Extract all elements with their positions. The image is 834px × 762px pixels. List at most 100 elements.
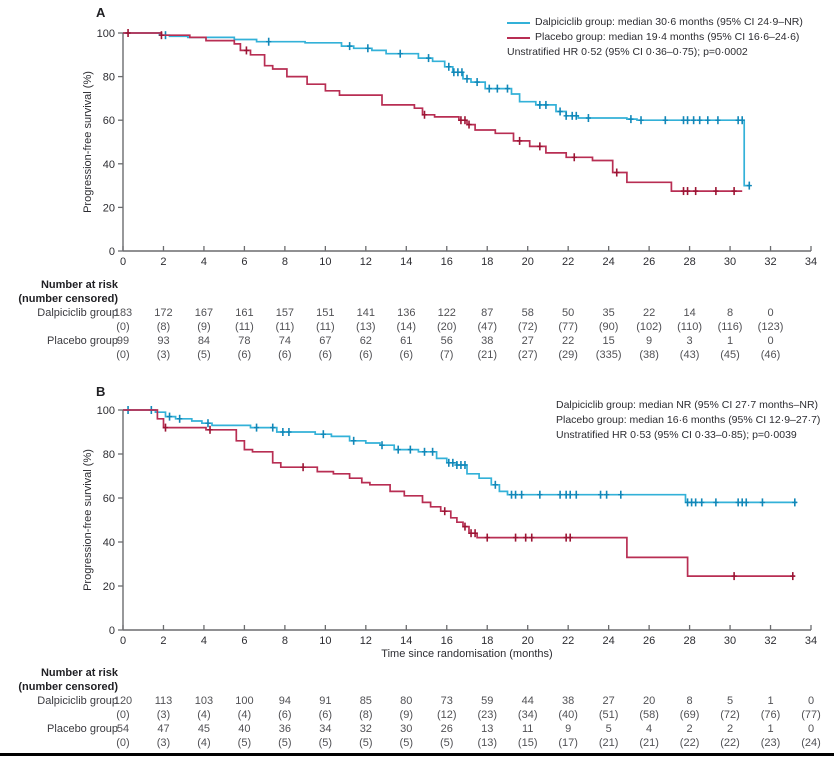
risk-cell: 40: [238, 723, 251, 735]
y-tick-label: 100: [97, 405, 115, 417]
risk-cell: 4: [646, 723, 653, 735]
risk-cell: (102): [636, 321, 662, 333]
legend-swatch: [507, 36, 530, 39]
risk-table-header: (number censored): [0, 681, 834, 694]
risk-cell: (116): [717, 321, 743, 333]
risk-cell: 62: [359, 335, 372, 347]
x-tick-label: 14: [400, 256, 412, 268]
risk-cell: (45): [720, 349, 740, 361]
legend-text: Dalpiciclib group: median 30·6 months (9…: [535, 16, 803, 28]
risk-cell: (23): [760, 737, 781, 749]
risk-cell: (5): [197, 349, 211, 361]
x-tick-label: 28: [683, 635, 695, 647]
y-tick-label: 60: [103, 115, 115, 127]
risk-cell: (3): [156, 709, 171, 721]
x-tick-label: 10: [319, 635, 331, 647]
risk-row-label: (number censored): [18, 681, 118, 693]
x-tick-label: 26: [643, 256, 655, 268]
risk-cell: (6): [318, 349, 333, 361]
x-tick-label: 0: [120, 256, 126, 268]
risk-cell: 172: [154, 307, 173, 319]
risk-cell: (5): [440, 737, 454, 749]
risk-cell: (38): [639, 349, 659, 361]
x-tick-label: 4: [201, 635, 207, 647]
x-tick-label: 32: [764, 635, 776, 647]
risk-cell: (0): [116, 321, 130, 333]
risk-cell: 0: [807, 695, 815, 707]
risk-cell: 157: [275, 307, 295, 319]
risk-cell: (27): [517, 349, 538, 361]
risk-cell: 5: [605, 723, 612, 735]
x-tick-label: 2: [160, 635, 166, 647]
x-tick-label: 10: [319, 256, 331, 268]
risk-cell: 73: [440, 695, 453, 707]
panel-a-legend: Dalpiciclib group: median 30·6 months (9…: [507, 15, 803, 60]
y-tick-label: 20: [103, 581, 115, 593]
legend-text: Placebo group: median 19·4 months (95% C…: [535, 31, 800, 43]
risk-cell: 84: [197, 335, 211, 347]
risk-cell: (3): [156, 737, 171, 749]
risk-table-row: Dalpiciclib group 183 172 167 161 157 151 141 13…: [0, 307, 834, 320]
risk-cell: 167: [194, 307, 214, 319]
risk-cell: 45: [197, 723, 211, 735]
x-tick-label: 18: [481, 256, 493, 268]
x-tick-label: 6: [241, 256, 247, 268]
risk-cell: 1: [767, 695, 774, 707]
legend-text: Unstratified HR 0·53 (95% CI 0·33–0·85);…: [556, 429, 797, 441]
risk-cell: (0): [116, 737, 130, 749]
y-tick-label: 80: [103, 72, 115, 84]
risk-cell: 5: [726, 695, 734, 707]
y-tick-label: 80: [103, 449, 115, 461]
risk-cell: (11): [275, 321, 295, 333]
x-tick-label: 24: [603, 635, 615, 647]
x-tick-label: 28: [683, 256, 695, 268]
y-tick-label: 60: [103, 493, 115, 505]
risk-cell: 22: [562, 335, 575, 347]
y-tick-label: 40: [103, 537, 115, 549]
risk-cell: 26: [440, 723, 453, 735]
x-tick-label: 16: [441, 635, 453, 647]
x-tick-label: 16: [441, 256, 453, 268]
risk-cell: (13): [356, 321, 376, 333]
risk-cell: 0: [807, 723, 815, 735]
x-tick-label: 12: [360, 635, 372, 647]
x-tick-label: 20: [522, 635, 534, 647]
risk-cell: (5): [399, 737, 414, 749]
risk-cell: (72): [517, 321, 538, 333]
risk-cell: 38: [562, 695, 575, 707]
risk-cell: (21): [598, 737, 619, 749]
risk-cell: 99: [116, 335, 130, 347]
risk-cell: (5): [237, 737, 252, 749]
risk-cell: 94: [278, 695, 291, 707]
risk-cell: 54: [116, 723, 130, 735]
risk-cell: 59: [481, 695, 494, 707]
x-tick-label: 14: [400, 635, 412, 647]
risk-cell: (6): [399, 349, 414, 361]
x-tick-label: 26: [643, 635, 655, 647]
x-tick-label: 18: [481, 635, 493, 647]
risk-cell: 136: [397, 307, 416, 319]
risk-cell: (13): [477, 737, 498, 749]
risk-cell: (58): [639, 709, 659, 721]
risk-cell: 11: [521, 723, 534, 735]
risk-cell: 9: [646, 335, 653, 347]
risk-cell: 87: [481, 307, 494, 319]
risk-cell: 0: [767, 307, 774, 319]
risk-row-label: Number at risk: [40, 667, 118, 679]
legend-text: Dalpiciclib group: median NR (95% CI 27·…: [556, 399, 819, 411]
risk-cell: (90): [598, 321, 619, 333]
risk-cell: 36: [278, 723, 291, 735]
risk-table-header: (number censored): [0, 293, 834, 306]
risk-cell: 9: [565, 723, 572, 735]
legend-entry: Placebo group: median 16·6 months (95% C…: [556, 413, 820, 428]
legend-text: Placebo group: median 16·6 months (95% C…: [556, 414, 821, 426]
risk-cell: (0): [116, 349, 130, 361]
risk-cell: 13: [481, 723, 494, 735]
risk-cell: 161: [235, 307, 254, 319]
risk-cell: 50: [562, 307, 575, 319]
risk-cell: (21): [477, 349, 498, 361]
risk-row-label: Placebo group: [47, 335, 118, 347]
risk-cell: (11): [235, 321, 254, 333]
